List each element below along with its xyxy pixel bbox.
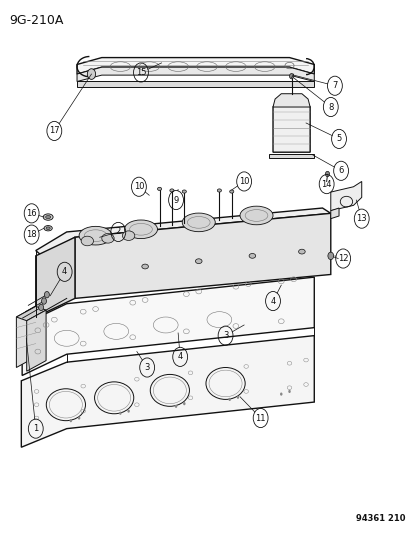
Text: 4: 4 <box>270 296 275 305</box>
Text: 10: 10 <box>238 177 249 186</box>
Polygon shape <box>36 208 330 256</box>
Ellipse shape <box>182 190 186 193</box>
Ellipse shape <box>124 220 157 239</box>
Polygon shape <box>330 181 361 211</box>
Ellipse shape <box>195 259 202 264</box>
Text: 10: 10 <box>133 182 144 191</box>
Ellipse shape <box>169 189 173 192</box>
Ellipse shape <box>46 227 50 230</box>
Circle shape <box>119 411 121 415</box>
Ellipse shape <box>217 189 221 192</box>
Text: 17: 17 <box>49 126 59 135</box>
Circle shape <box>69 419 72 422</box>
Polygon shape <box>272 94 309 107</box>
Circle shape <box>289 74 293 79</box>
Text: 2: 2 <box>115 228 121 237</box>
Circle shape <box>78 416 80 419</box>
Circle shape <box>236 395 239 399</box>
Text: 7: 7 <box>331 81 337 90</box>
Ellipse shape <box>229 190 233 193</box>
Ellipse shape <box>240 206 272 225</box>
Text: 12: 12 <box>337 254 348 263</box>
Polygon shape <box>26 310 46 371</box>
Ellipse shape <box>249 254 255 259</box>
Ellipse shape <box>79 227 112 245</box>
Text: 6: 6 <box>337 166 343 175</box>
Circle shape <box>38 304 43 311</box>
Polygon shape <box>272 102 309 152</box>
Circle shape <box>127 409 130 413</box>
Ellipse shape <box>298 249 304 254</box>
Text: 3: 3 <box>144 363 150 372</box>
Polygon shape <box>77 58 313 74</box>
Circle shape <box>87 69 95 79</box>
Text: 11: 11 <box>255 414 265 423</box>
Polygon shape <box>330 208 338 219</box>
Polygon shape <box>17 306 36 368</box>
Text: 9G-210A: 9G-210A <box>9 14 63 27</box>
Ellipse shape <box>142 264 148 269</box>
Ellipse shape <box>102 233 114 243</box>
Circle shape <box>183 402 185 405</box>
Text: 4: 4 <box>177 352 183 361</box>
Text: 14: 14 <box>320 180 331 189</box>
Ellipse shape <box>44 225 52 231</box>
Ellipse shape <box>81 236 93 246</box>
Circle shape <box>327 252 333 260</box>
Text: 5: 5 <box>336 134 341 143</box>
Text: 3: 3 <box>222 331 228 340</box>
Polygon shape <box>268 154 313 158</box>
Ellipse shape <box>157 187 161 190</box>
Text: 16: 16 <box>26 209 37 218</box>
Text: 9: 9 <box>173 196 178 205</box>
Circle shape <box>174 405 177 408</box>
Polygon shape <box>21 336 313 447</box>
Polygon shape <box>17 306 46 321</box>
Text: 94361 210: 94361 210 <box>355 514 404 523</box>
Text: 13: 13 <box>356 214 366 223</box>
Circle shape <box>228 398 230 401</box>
Polygon shape <box>77 82 313 87</box>
Text: 15: 15 <box>135 68 146 77</box>
Circle shape <box>279 392 282 395</box>
Ellipse shape <box>182 213 215 232</box>
Ellipse shape <box>45 215 50 219</box>
Polygon shape <box>75 213 330 298</box>
Text: 8: 8 <box>328 102 332 111</box>
Polygon shape <box>36 237 75 317</box>
Text: 1: 1 <box>33 424 38 433</box>
Circle shape <box>325 171 329 176</box>
Circle shape <box>44 292 49 298</box>
Ellipse shape <box>122 231 135 240</box>
Text: 18: 18 <box>26 230 37 239</box>
Circle shape <box>287 390 290 393</box>
Polygon shape <box>77 67 313 82</box>
Ellipse shape <box>43 214 53 220</box>
Polygon shape <box>22 277 313 375</box>
Text: 4: 4 <box>62 268 67 276</box>
Circle shape <box>41 298 46 304</box>
